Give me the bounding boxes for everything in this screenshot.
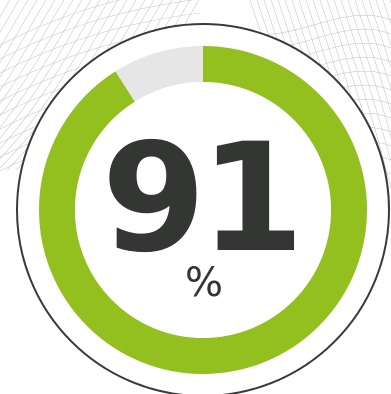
gauge-value: 91 [102,112,299,286]
gauge-inner-disc [75,82,331,338]
gauge-unit: % [185,260,223,306]
gauge-progress-arc [39,46,367,374]
